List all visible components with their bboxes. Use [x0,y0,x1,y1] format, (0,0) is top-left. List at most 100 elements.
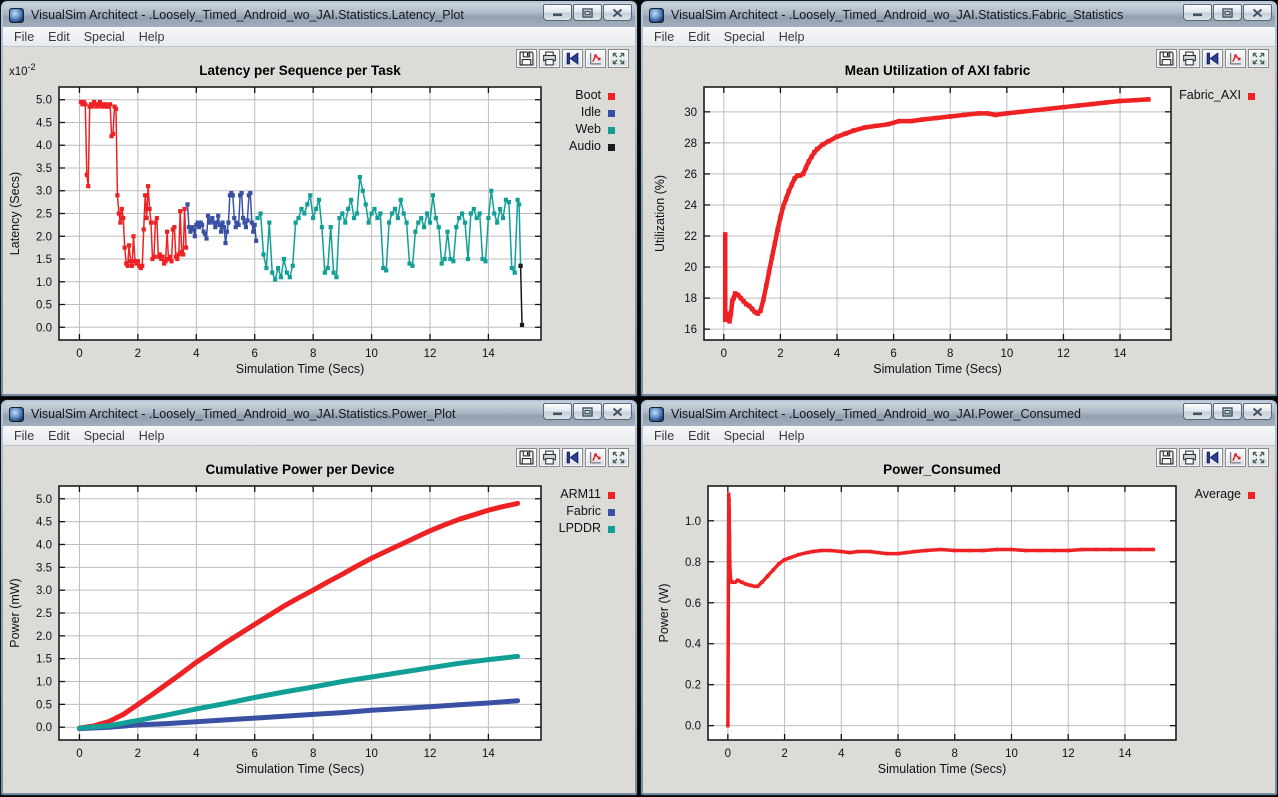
minimize-button[interactable] [1183,403,1212,420]
menu-help[interactable]: Help [778,29,805,44]
svg-text:4.0: 4.0 [36,140,52,152]
svg-text:Power (mW): Power (mW) [8,578,22,647]
reset-view-icon [566,451,579,464]
svg-text:18: 18 [684,293,697,305]
menu-file[interactable]: File [14,428,35,443]
svg-text:4: 4 [834,348,841,360]
svg-text:Boot: Boot [575,88,601,102]
print-button[interactable] [1179,49,1200,68]
menu-edit[interactable]: Edit [688,428,710,443]
menu-edit[interactable]: Edit [688,29,710,44]
svg-text:0: 0 [721,348,727,360]
print-button[interactable] [539,448,560,467]
close-button[interactable] [603,403,632,420]
titlebar[interactable]: VisualSim Architect - .Loosely_Timed_And… [643,402,1275,426]
minimize-button[interactable] [1183,4,1212,21]
svg-text:Cumulative Power per Device: Cumulative Power per Device [205,462,395,477]
plot-toolbar [516,49,629,68]
maximize-button[interactable] [573,4,602,21]
menu-special[interactable]: Special [83,29,125,44]
expand-button[interactable] [608,448,629,467]
svg-text:10: 10 [365,748,378,760]
maximize-button[interactable] [1213,4,1242,21]
save-button[interactable] [516,49,537,68]
menu-special[interactable]: Special [83,428,125,443]
svg-text:10: 10 [1005,748,1018,760]
titlebar[interactable]: VisualSim Architect - .Loosely_Timed_And… [643,3,1275,27]
close-button[interactable] [1243,4,1272,21]
reset-view-button[interactable] [1202,49,1223,68]
menu-file[interactable]: File [14,29,35,44]
reset-view-button[interactable] [562,49,583,68]
svg-text:1.5: 1.5 [36,254,52,266]
svg-text:12: 12 [1062,748,1075,760]
maximize-button[interactable] [573,403,602,420]
menubar: File Edit Special Help [643,27,1275,47]
minimize-button[interactable] [543,403,572,420]
menu-help[interactable]: Help [778,428,805,443]
expand-icon [1252,52,1265,65]
svg-text:Power (W): Power (W) [657,583,671,642]
window-latency-plot: VisualSim Architect - .Loosely_Timed_And… [0,0,638,397]
expand-icon [612,52,625,65]
app-globe-icon [649,406,664,422]
save-button[interactable] [516,448,537,467]
menu-special[interactable]: Special [723,428,765,443]
latency-chart[interactable]: 0 2 4 6 8 10 12 14 0.0 0.5 1.0 1.5 2.0 2.5 3.0 3.5 4.0 4.… [3,47,635,394]
save-button[interactable] [1156,49,1177,68]
plot-format-button[interactable] [1225,448,1246,467]
close-button[interactable] [603,4,632,21]
menu-file[interactable]: File [654,428,675,443]
reset-view-icon [566,52,579,65]
minimize-button[interactable] [543,4,572,21]
menu-special[interactable]: Special [723,29,765,44]
plot-format-button[interactable] [585,49,606,68]
expand-button[interactable] [608,49,629,68]
svg-text:8: 8 [952,748,958,760]
svg-text:20: 20 [684,262,697,274]
print-icon [1183,450,1196,465]
maximize-button[interactable] [1213,403,1242,420]
maximize-icon [1222,406,1233,417]
maximize-icon [1222,7,1233,18]
app-globe-icon [649,7,664,23]
close-icon [1252,8,1263,17]
close-icon [1252,407,1263,416]
expand-icon [612,451,625,464]
plot-format-icon [590,452,601,464]
svg-text:4: 4 [193,348,200,360]
close-button[interactable] [1243,403,1272,420]
svg-text:0: 0 [76,348,82,360]
menu-file[interactable]: File [654,29,675,44]
menu-help[interactable]: Help [138,428,165,443]
save-button[interactable] [1156,448,1177,467]
menu-edit[interactable]: Edit [48,29,70,44]
reset-view-button[interactable] [562,448,583,467]
titlebar[interactable]: VisualSim Architect - .Loosely_Timed_And… [3,3,635,27]
menu-edit[interactable]: Edit [48,428,70,443]
menu-help[interactable]: Help [138,29,165,44]
window-fabric-statistics: VisualSim Architect - .Loosely_Timed_And… [640,0,1278,397]
svg-text:Power_Consumed: Power_Consumed [883,462,1001,477]
reset-view-button[interactable] [1202,448,1223,467]
expand-button[interactable] [1248,448,1269,467]
svg-text:1.5: 1.5 [36,654,52,666]
expand-button[interactable] [1248,49,1269,68]
plot-format-button[interactable] [1225,49,1246,68]
print-button[interactable] [539,49,560,68]
svg-text:30: 30 [684,107,697,119]
svg-text:Simulation Time (Secs): Simulation Time (Secs) [878,762,1007,776]
svg-text:24: 24 [684,200,697,212]
power-per-device-chart[interactable]: 0 2 4 6 8 10 12 14 0.0 0.5 1.0 1.5 2.0 2.5 3.0 3.5 4.0 4.… [3,446,635,793]
print-button[interactable] [1179,448,1200,467]
power-consumed-chart[interactable]: 0 2 4 6 8 10 12 14 0.0 0.2 0.4 0.6 0.8 1.0 Power_Consu… [643,446,1275,793]
svg-text:0.2: 0.2 [685,680,701,692]
maximize-icon [582,406,593,417]
svg-text:0.0: 0.0 [685,721,701,733]
svg-text:Fabric_AXI: Fabric_AXI [1179,88,1241,102]
titlebar[interactable]: VisualSim Architect - .Loosely_Timed_And… [3,402,635,426]
svg-text:3.0: 3.0 [36,186,52,198]
plot-format-button[interactable] [585,448,606,467]
